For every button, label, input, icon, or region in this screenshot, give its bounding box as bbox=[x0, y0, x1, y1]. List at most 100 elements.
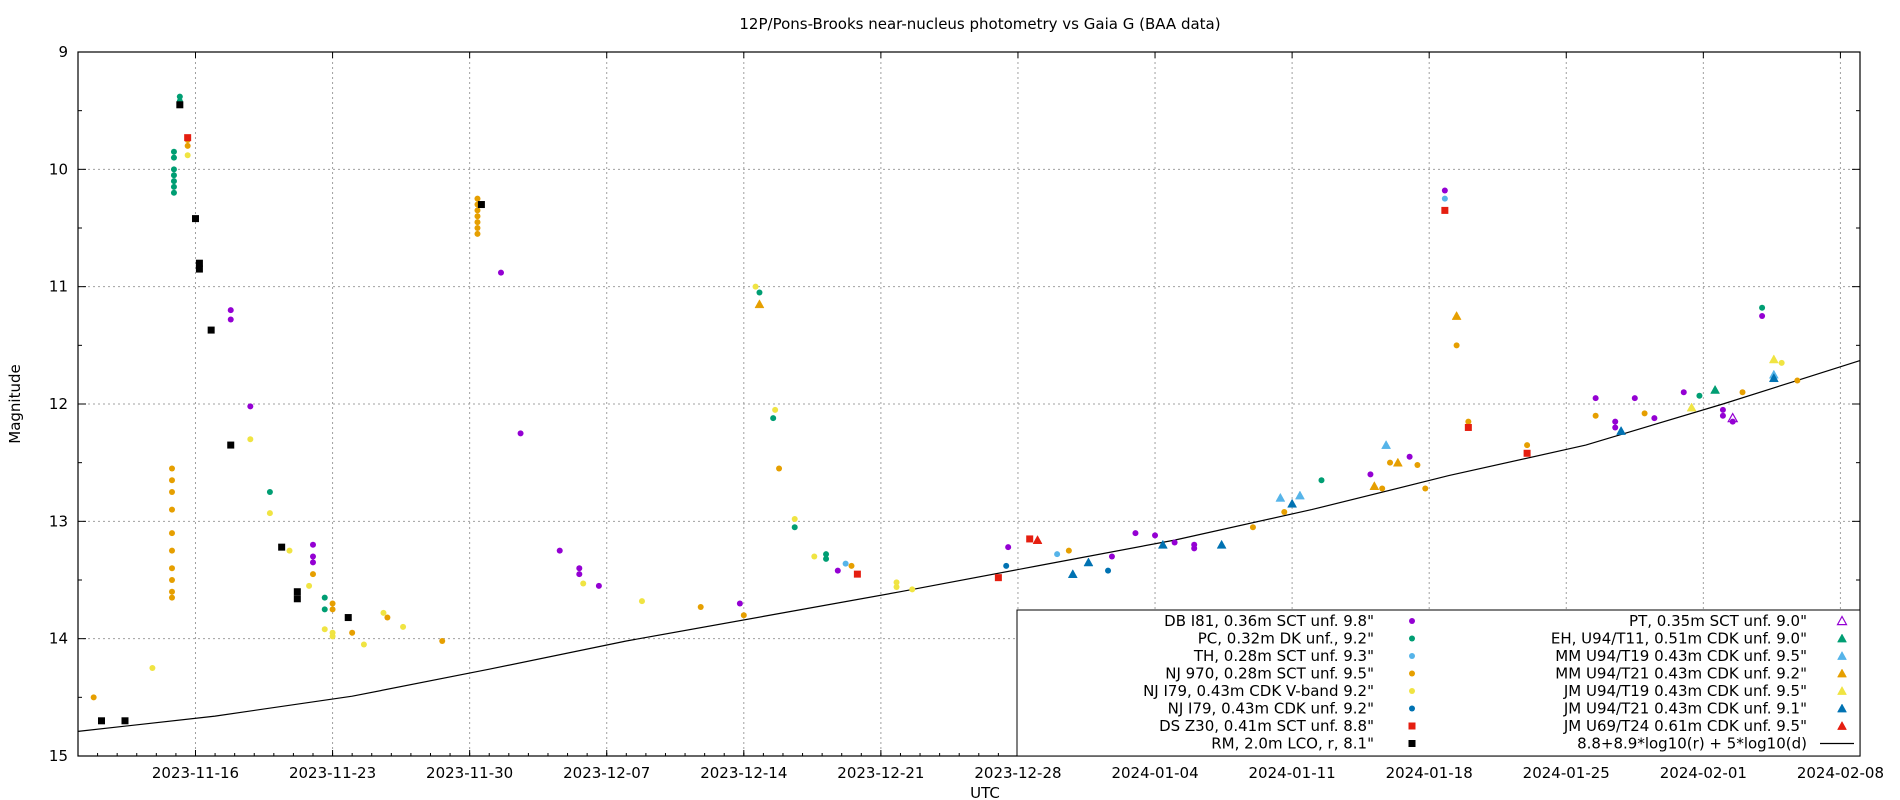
data-point bbox=[170, 178, 177, 185]
data-point bbox=[1414, 462, 1421, 469]
data-point bbox=[791, 524, 798, 531]
data-point bbox=[595, 582, 602, 589]
series-6 bbox=[184, 134, 1531, 582]
legend-label-model: 8.8+8.9*log10(r) + 5*log10(d) bbox=[1577, 735, 1807, 753]
x-tick-label: 2024-01-11 bbox=[1249, 764, 1336, 782]
data-point bbox=[893, 584, 900, 591]
x-tick-label: 2024-02-01 bbox=[1660, 764, 1747, 782]
legend-label: EH, U94/T11, 0.51m CDK unf. 9.0" bbox=[1551, 630, 1807, 648]
data-point bbox=[1054, 551, 1061, 558]
data-point bbox=[580, 580, 587, 587]
y-tick-label: 14 bbox=[49, 630, 68, 648]
series-5 bbox=[1003, 562, 1112, 574]
data-point bbox=[400, 623, 407, 630]
data-point bbox=[439, 638, 446, 645]
data-point bbox=[1441, 206, 1449, 214]
data-point bbox=[848, 562, 855, 569]
series-8 bbox=[1727, 412, 1739, 423]
y-tick-label: 10 bbox=[49, 160, 68, 178]
data-point bbox=[1719, 412, 1726, 419]
legend-label: JM U94/T21 0.43m CDK unf. 9.1" bbox=[1563, 700, 1807, 718]
data-point bbox=[1719, 406, 1726, 413]
data-point bbox=[474, 225, 481, 231]
data-point bbox=[811, 553, 818, 560]
data-point bbox=[1032, 535, 1043, 544]
legend-label: MM U94/T19 0.43m CDK unf. 9.5" bbox=[1555, 647, 1807, 665]
x-tick-label: 2023-11-16 bbox=[152, 764, 239, 782]
legend-symbol bbox=[1837, 720, 1847, 730]
legend-symbol bbox=[1836, 615, 1848, 626]
data-point bbox=[752, 283, 759, 290]
data-point bbox=[1005, 544, 1012, 551]
data-point bbox=[1249, 524, 1256, 531]
data-point bbox=[1381, 440, 1392, 449]
x-tick-label: 2023-12-28 bbox=[974, 764, 1061, 782]
data-point bbox=[90, 694, 97, 701]
data-point bbox=[1451, 310, 1462, 320]
legend-symbol bbox=[1837, 685, 1847, 695]
legend: DB I81, 0.36m SCT unf. 9.8"PC, 0.32m DK … bbox=[1016, 609, 1861, 757]
legend-label: NJ 970, 0.28m SCT unf. 9.5" bbox=[1165, 665, 1374, 683]
data-point bbox=[309, 553, 316, 560]
series-12 bbox=[1686, 354, 1779, 412]
x-tick-label: 2024-02-08 bbox=[1797, 764, 1884, 782]
x-axis-label: UTC bbox=[970, 784, 1000, 800]
y-tick-label: 15 bbox=[49, 747, 68, 765]
data-point bbox=[1191, 545, 1198, 552]
legend-label: PT, 0.35m SCT unf. 9.0" bbox=[1629, 612, 1807, 630]
model-line bbox=[77, 360, 1861, 732]
legend-symbol bbox=[1409, 635, 1415, 642]
legend-label: DS Z30, 0.41m SCT unf. 8.8" bbox=[1159, 717, 1374, 735]
data-point bbox=[834, 567, 841, 574]
data-point bbox=[321, 606, 328, 613]
data-point bbox=[893, 579, 900, 586]
data-point bbox=[1759, 313, 1766, 319]
data-point bbox=[1727, 412, 1739, 423]
legend-symbol bbox=[1837, 703, 1847, 713]
data-point bbox=[497, 269, 504, 276]
data-point bbox=[176, 101, 184, 109]
y-tick-label: 11 bbox=[49, 278, 68, 296]
legend-symbol bbox=[1837, 668, 1847, 678]
data-point bbox=[176, 93, 183, 100]
series-0 bbox=[227, 187, 1766, 607]
data-point bbox=[293, 595, 301, 603]
data-point bbox=[168, 565, 175, 572]
data-point bbox=[1157, 539, 1168, 549]
data-point bbox=[1132, 530, 1139, 537]
data-point bbox=[1003, 562, 1010, 569]
y-tick-label: 12 bbox=[49, 395, 68, 413]
data-point bbox=[184, 142, 191, 149]
data-point bbox=[1105, 567, 1112, 574]
data-point bbox=[1759, 304, 1766, 311]
data-point bbox=[384, 614, 391, 621]
data-point bbox=[195, 265, 203, 273]
legend-symbol bbox=[1408, 722, 1416, 730]
data-point bbox=[1524, 442, 1531, 449]
series-10 bbox=[1275, 369, 1779, 502]
data-point bbox=[1367, 471, 1374, 478]
data-point bbox=[184, 134, 192, 142]
data-point bbox=[1641, 410, 1648, 417]
y-tick-label: 9 bbox=[58, 43, 68, 61]
data-point bbox=[191, 215, 199, 223]
x-tick-label: 2023-11-30 bbox=[426, 764, 513, 782]
data-point bbox=[1379, 485, 1386, 492]
legend-symbol bbox=[1409, 653, 1415, 659]
data-point bbox=[994, 574, 1002, 582]
data-point bbox=[1768, 373, 1779, 383]
data-point bbox=[770, 415, 777, 422]
data-point bbox=[1465, 418, 1472, 425]
legend-symbol bbox=[1409, 670, 1415, 677]
data-point bbox=[1686, 402, 1697, 412]
legend-symbol bbox=[1837, 633, 1847, 643]
data-point bbox=[1152, 532, 1159, 539]
model-line-group bbox=[77, 360, 1861, 732]
data-point bbox=[168, 530, 175, 537]
data-point bbox=[1612, 418, 1619, 425]
data-point bbox=[170, 172, 177, 179]
data-point bbox=[247, 403, 254, 410]
x-tick-label: 2023-12-21 bbox=[837, 764, 924, 782]
data-point bbox=[1441, 187, 1448, 194]
